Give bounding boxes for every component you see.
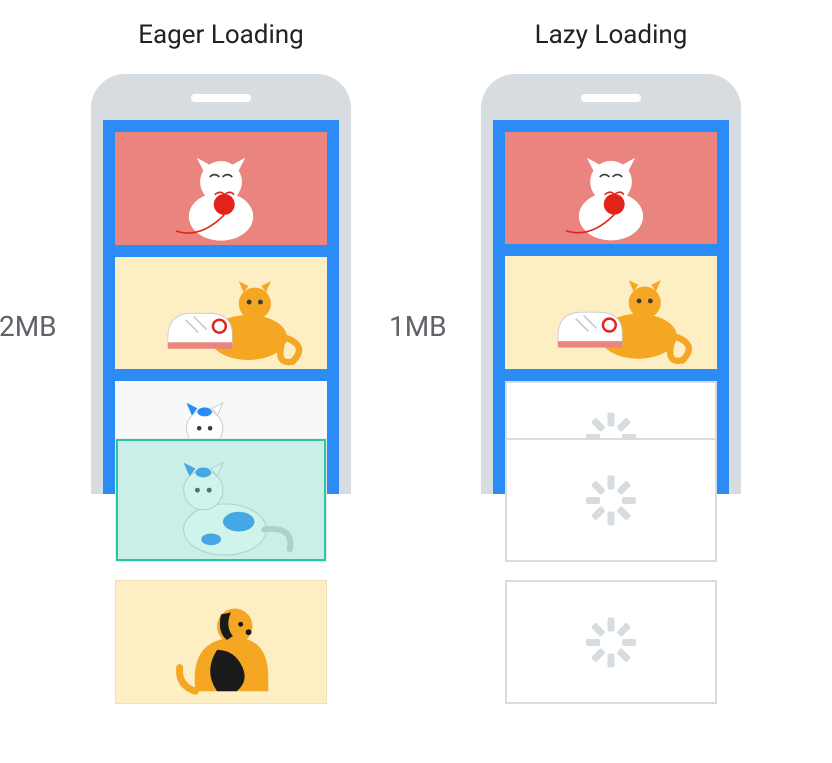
comparison-row: Eager Loading 2MB <box>10 20 822 704</box>
eager-title: Eager Loading <box>138 20 303 50</box>
image-card-cat-shoe <box>505 256 717 368</box>
spotted-cat-icon <box>116 439 326 561</box>
image-card-cat-shoe <box>115 257 327 370</box>
phone-frame <box>91 74 351 494</box>
phone-frame <box>481 74 741 494</box>
phone-speaker <box>191 94 251 102</box>
eager-size-label: 2MB <box>0 310 57 343</box>
image-placeholder <box>505 580 717 704</box>
below-fold-eager <box>115 438 327 704</box>
image-card-cat-yarn <box>115 132 327 245</box>
loading-spinner-icon <box>584 473 638 527</box>
lazy-column: Lazy Loading 1MB <box>481 20 741 704</box>
loading-spinner-icon <box>584 615 638 669</box>
image-card-cat-yarn <box>505 132 717 244</box>
lazy-size-label: 1MB <box>389 310 447 343</box>
image-card-dog <box>115 580 327 704</box>
image-card-spotted-cat <box>115 438 327 562</box>
phone-speaker <box>581 94 641 102</box>
cat-shoe-icon <box>505 256 717 368</box>
below-fold-lazy <box>505 438 717 704</box>
cat-shoe-icon <box>115 257 327 370</box>
cat-yarn-icon <box>115 132 327 245</box>
eager-column: Eager Loading 2MB <box>91 20 351 704</box>
dog-icon <box>116 581 326 703</box>
cat-yarn-icon <box>505 132 717 244</box>
image-placeholder <box>505 438 717 562</box>
lazy-title: Lazy Loading <box>535 20 688 50</box>
